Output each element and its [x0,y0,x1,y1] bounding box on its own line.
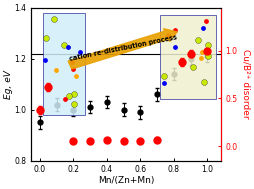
Point [165,145,169,148]
Point [164,173,168,176]
Point [188,183,192,186]
X-axis label: Mn/(Zn+Mn): Mn/(Zn+Mn) [98,176,154,185]
Bar [160,15,215,99]
Y-axis label: Cu/B²⁺ disorder: Cu/B²⁺ disorder [241,49,250,119]
Point [66,171,70,174]
Point [194,188,198,189]
FancyArrow shape [68,29,177,69]
Point [50,159,54,162]
Point [158,154,162,157]
Y-axis label: Eg, eV: Eg, eV [4,70,13,98]
Point [57,127,61,130]
Point [188,143,193,146]
Point [81,182,85,185]
Text: cation re-distribution process: cation re-distribution process [69,35,177,62]
Point [192,130,196,133]
Point [70,173,74,176]
Bar [43,13,85,115]
Point [193,170,197,173]
Point [184,161,188,164]
